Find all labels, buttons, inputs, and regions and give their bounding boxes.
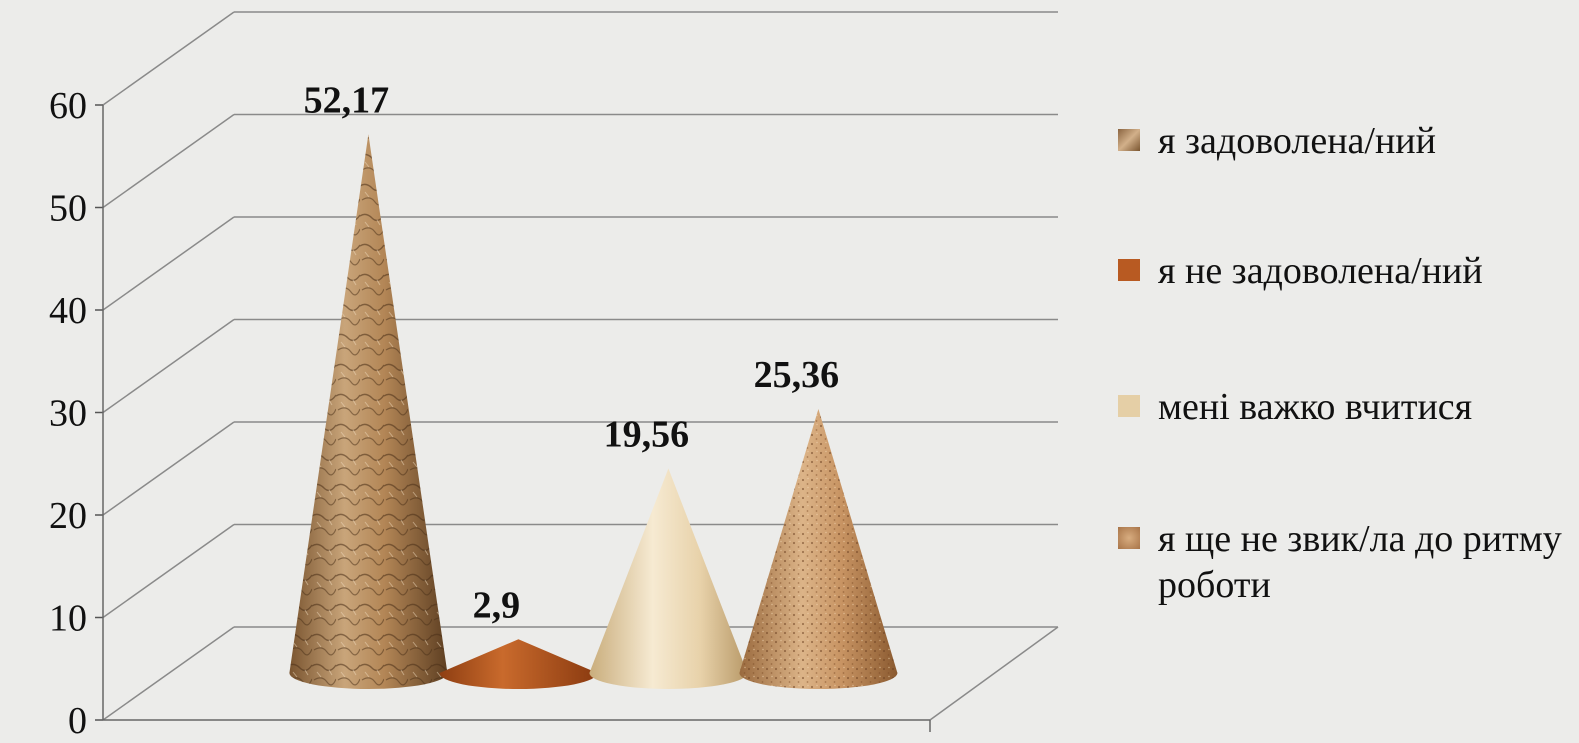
- cone-0: [289, 134, 448, 689]
- legend-item-satisfied: я задоволена/ний: [1118, 118, 1568, 164]
- y-tick-label: 20: [49, 495, 87, 537]
- data-label: 25,36: [754, 354, 840, 396]
- side-wall-line: [102, 421, 235, 516]
- cones-layer: [289, 134, 898, 689]
- legend-item-hard-to-study: мені важко вчитися: [1118, 384, 1568, 430]
- legend-swatch-hard-to-study: [1118, 395, 1140, 417]
- cone-texture: [289, 134, 448, 689]
- legend-item-not-used-to-rhythm: я ще не звик/ла до ритму роботи: [1118, 516, 1568, 608]
- side-wall-line: [102, 523, 235, 619]
- labels-layer: 52,17 2,9 19,56 25,36: [304, 79, 840, 626]
- legend-label: я не задоволена/ний: [1158, 250, 1483, 292]
- floor-edge: [929, 626, 1059, 721]
- cone-body: [439, 639, 598, 689]
- data-label: 52,17: [304, 79, 390, 121]
- grid-lines: 0 10 20 30 40 50 60: [49, 11, 1059, 742]
- legend-swatch-not-satisfied: [1118, 259, 1140, 281]
- legend-item-not-satisfied: я не задоволена/ний: [1118, 248, 1568, 294]
- legend-swatch-not-used-to-rhythm: [1118, 527, 1140, 549]
- side-wall-line: [102, 318, 235, 414]
- side-wall-line: [102, 216, 235, 311]
- y-tick-label: 60: [49, 85, 87, 127]
- legend-label: мені важко вчитися: [1158, 386, 1473, 428]
- y-tick-label: 30: [49, 393, 87, 435]
- legend-label: я ще не звик/ла до ритму роботи: [1158, 518, 1562, 606]
- legend-label: я задоволена/ний: [1158, 120, 1436, 162]
- cone-3: [739, 409, 898, 689]
- y-tick-label: 10: [49, 598, 87, 640]
- y-tick-label: 50: [49, 188, 87, 230]
- data-label: 19,56: [604, 414, 690, 456]
- legend-swatch-satisfied: [1118, 129, 1140, 151]
- side-wall-line: [102, 626, 235, 721]
- y-tick-label: 0: [68, 700, 87, 742]
- side-wall-line: [102, 113, 235, 209]
- cone-2: [589, 468, 748, 689]
- cone-1: [439, 639, 598, 689]
- side-wall-line: [102, 11, 235, 106]
- cone-body: [589, 468, 748, 689]
- y-tick-label: 40: [49, 290, 87, 332]
- cone-texture: [739, 409, 898, 689]
- data-label: 2,9: [473, 584, 521, 626]
